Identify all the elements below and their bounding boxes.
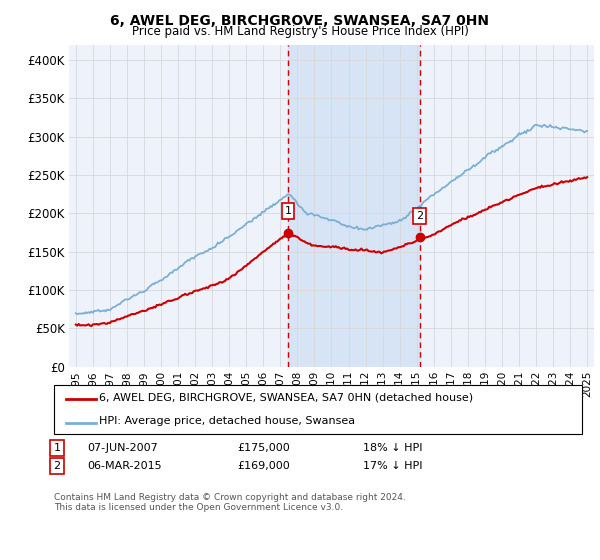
Text: 6, AWEL DEG, BIRCHGROVE, SWANSEA, SA7 0HN (detached house): 6, AWEL DEG, BIRCHGROVE, SWANSEA, SA7 0H… (99, 392, 473, 402)
Text: Contains HM Land Registry data © Crown copyright and database right 2024.
This d: Contains HM Land Registry data © Crown c… (54, 493, 406, 512)
Text: 6, AWEL DEG, BIRCHGROVE, SWANSEA, SA7 0HN: 6, AWEL DEG, BIRCHGROVE, SWANSEA, SA7 0H… (110, 14, 490, 28)
Text: HPI: Average price, detached house, Swansea: HPI: Average price, detached house, Swan… (99, 416, 355, 426)
Bar (288, 45, 420, 367)
Text: 2: 2 (53, 461, 61, 471)
Text: 07-JUN-2007: 07-JUN-2007 (87, 443, 158, 453)
Text: £175,000: £175,000 (237, 443, 290, 453)
Text: 18% ↓ HPI: 18% ↓ HPI (363, 443, 422, 453)
Text: 17% ↓ HPI: 17% ↓ HPI (363, 461, 422, 471)
Text: 06-MAR-2015: 06-MAR-2015 (87, 461, 161, 471)
Text: £169,000: £169,000 (237, 461, 290, 471)
Text: Price paid vs. HM Land Registry's House Price Index (HPI): Price paid vs. HM Land Registry's House … (131, 25, 469, 38)
Text: 2: 2 (416, 211, 424, 221)
Text: 1: 1 (284, 206, 292, 216)
Text: 1: 1 (53, 443, 61, 453)
